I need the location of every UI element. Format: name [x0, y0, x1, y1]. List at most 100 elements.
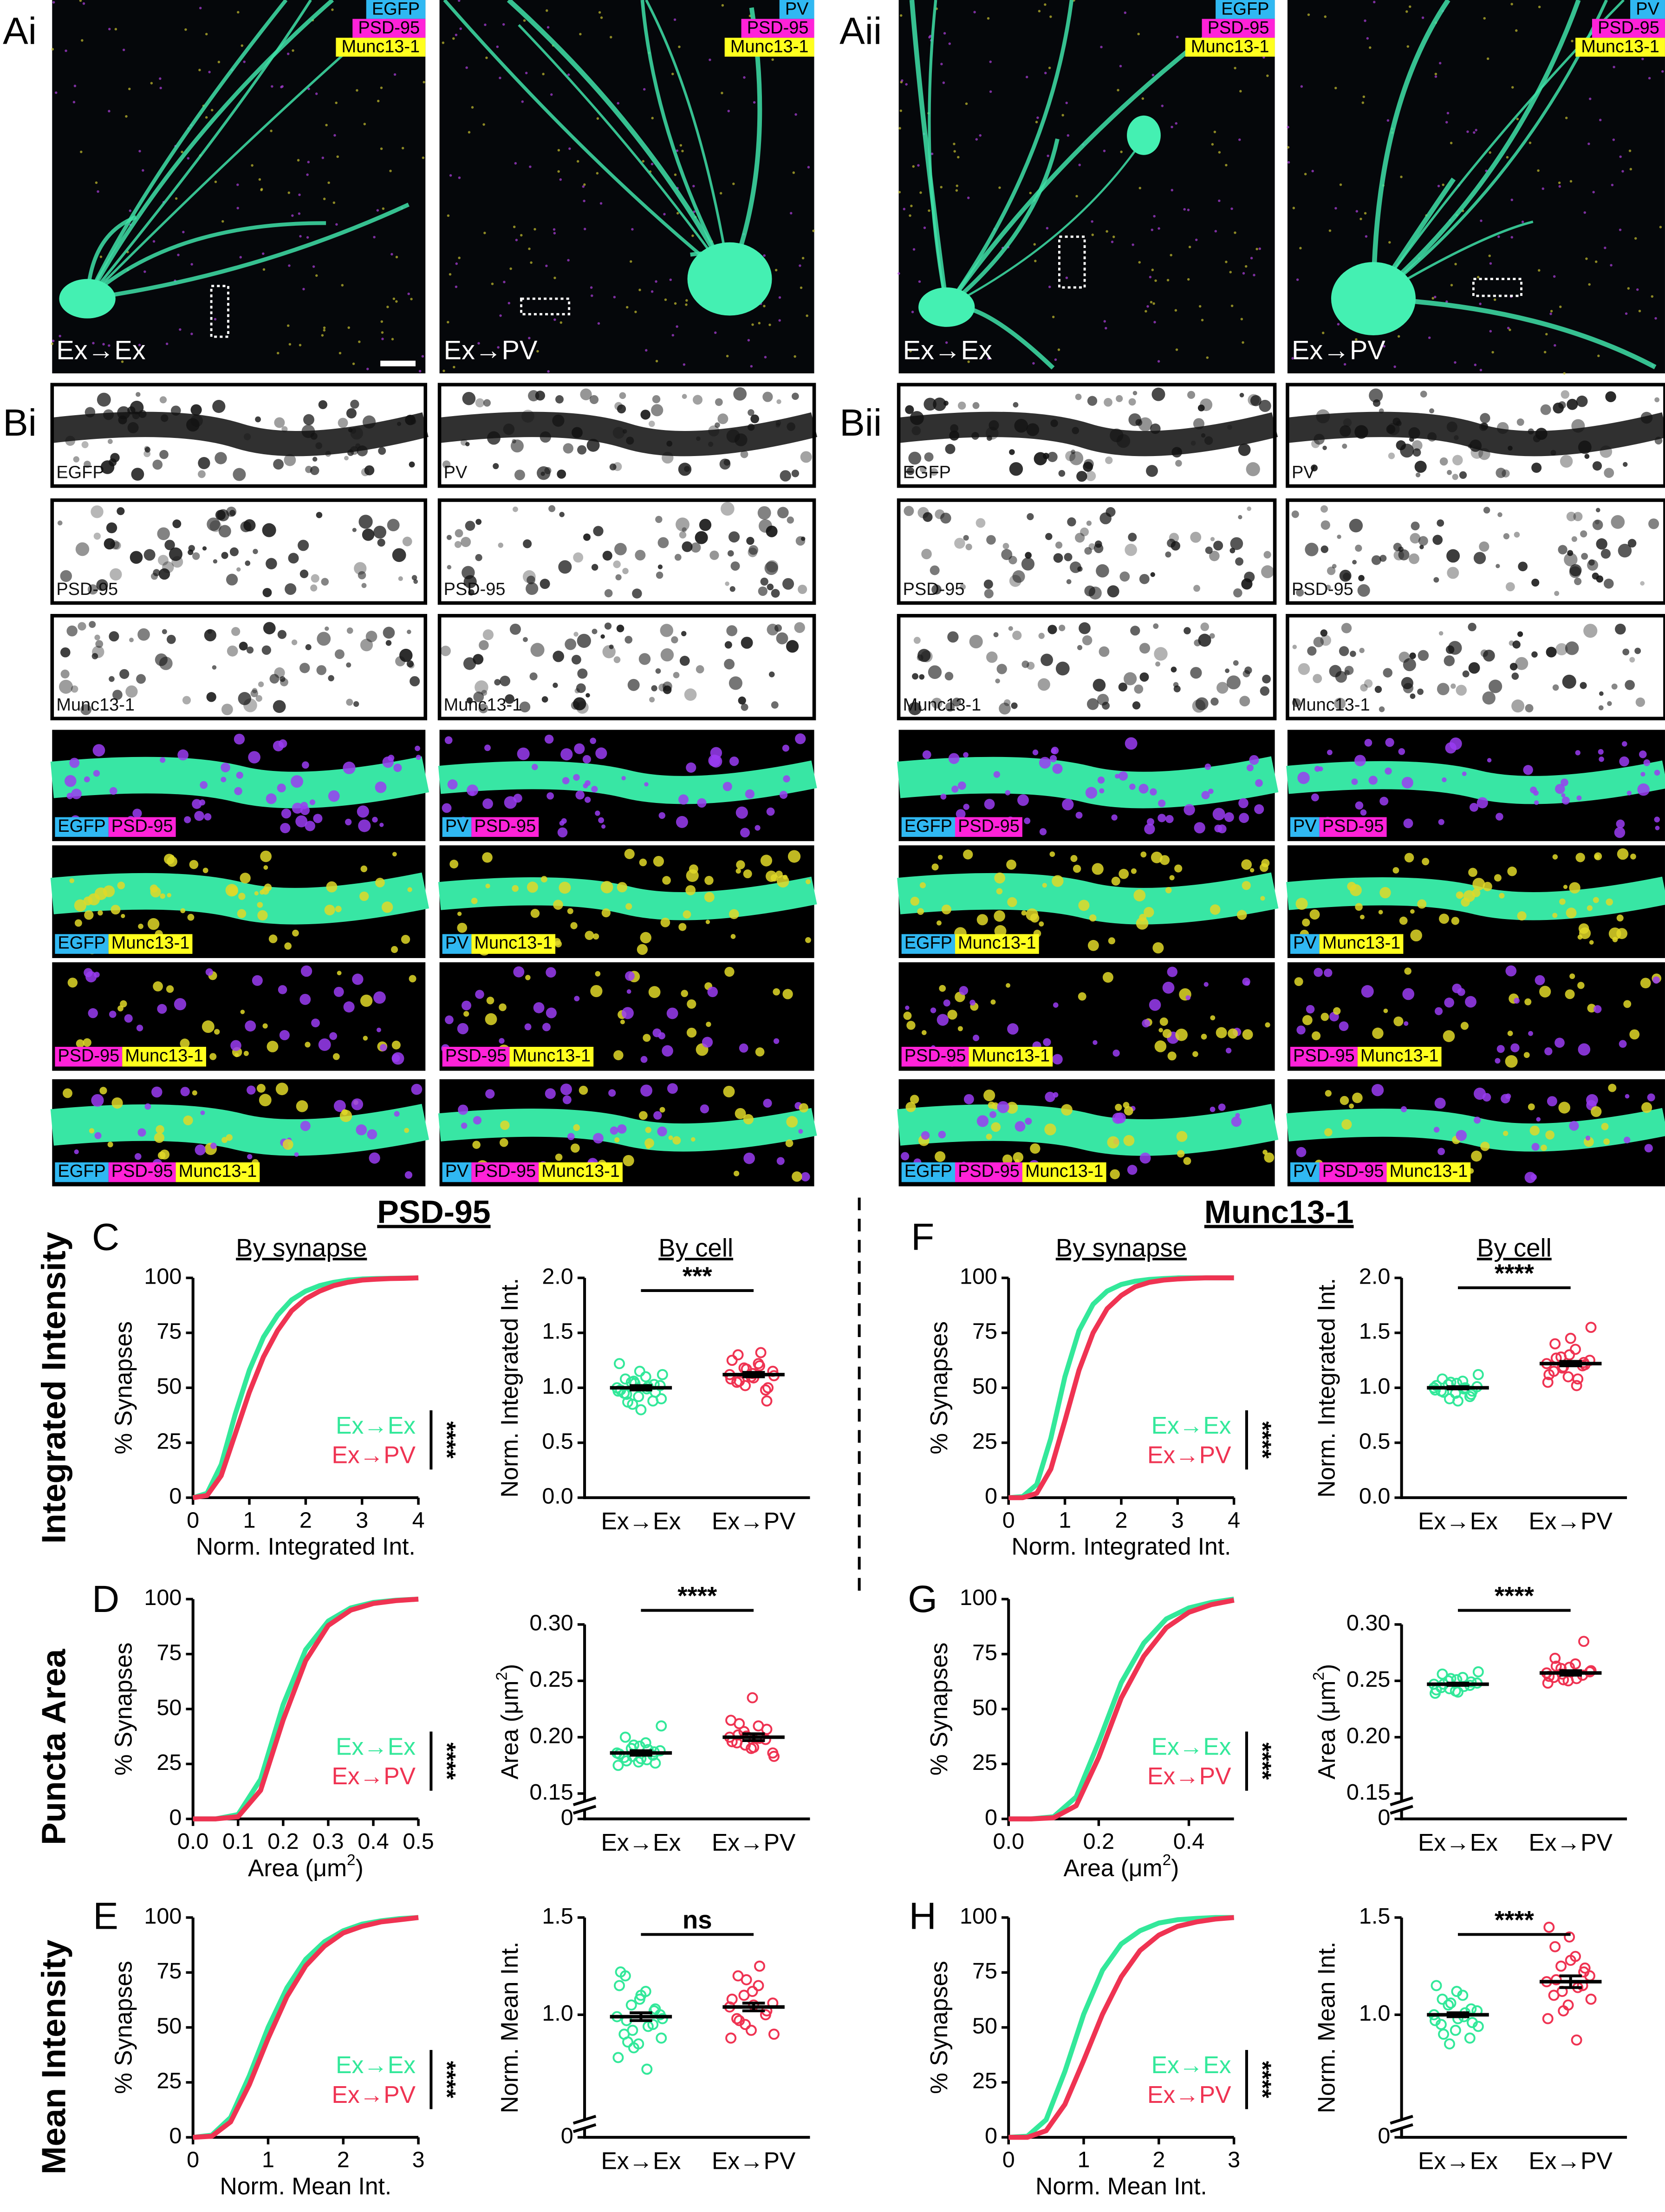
punctum	[1131, 868, 1137, 874]
y-tick-label: 75	[972, 1640, 997, 1665]
channel-label: PV	[444, 463, 468, 482]
channel-label: Munc13-1	[1025, 1161, 1104, 1181]
y-tick-label: 1.0	[542, 2001, 573, 2026]
punctum	[180, 1038, 190, 1049]
punctum	[1149, 999, 1161, 1011]
punctum	[1021, 910, 1027, 916]
punctum	[529, 672, 538, 681]
speckle	[1400, 176, 1403, 178]
dendrite-band	[50, 872, 429, 925]
channel-label: PSD-95	[1322, 1161, 1384, 1181]
sem-bar	[1559, 1974, 1582, 1989]
punctum	[950, 424, 959, 433]
punctum	[1403, 818, 1413, 829]
punctum	[991, 1102, 999, 1110]
punctum	[1469, 439, 1482, 452]
punctum	[792, 392, 799, 400]
punctum	[1417, 688, 1424, 695]
punctum	[373, 991, 386, 1004]
punctum	[994, 910, 1005, 922]
punctum	[1509, 663, 1518, 671]
punctum	[190, 404, 202, 416]
punctum	[1360, 809, 1367, 816]
punctum	[1012, 631, 1022, 640]
punctum	[1578, 923, 1589, 934]
dendrite	[85, 0, 288, 300]
punctum	[382, 756, 394, 768]
punctum	[1473, 1116, 1481, 1124]
punctum	[923, 512, 933, 522]
punctum	[311, 574, 319, 583]
punctum	[1361, 985, 1374, 998]
punctum	[1507, 1031, 1513, 1036]
micrograph-crop: PV Munc13-1	[438, 845, 817, 958]
punctum	[245, 560, 251, 566]
punctum	[74, 899, 87, 912]
punctum	[402, 536, 412, 547]
punctum	[1524, 1172, 1536, 1183]
speckle	[1489, 151, 1491, 154]
punctum	[1292, 698, 1301, 707]
speckle	[1409, 5, 1411, 8]
punctum	[1314, 766, 1320, 772]
data-point	[1543, 1369, 1555, 1380]
data-point	[628, 2042, 639, 2054]
speckle	[271, 85, 273, 88]
punctum	[1242, 1029, 1253, 1040]
punctum	[972, 402, 980, 409]
punctum	[1465, 996, 1476, 1008]
speckle	[1061, 114, 1064, 117]
punctum	[984, 589, 994, 599]
axis-label-part: )	[1313, 1664, 1340, 1672]
punctum	[153, 569, 160, 576]
punctum	[1496, 813, 1503, 821]
punctum	[1355, 903, 1363, 911]
speckle	[335, 223, 338, 226]
speckle	[307, 87, 310, 91]
punctum	[309, 799, 316, 805]
punctum	[69, 878, 74, 883]
punctum	[1601, 1122, 1609, 1130]
punctum	[1452, 984, 1462, 993]
scale-bar	[380, 360, 416, 366]
punctum	[1564, 553, 1578, 567]
punctum	[463, 657, 476, 670]
speckle	[211, 109, 214, 111]
punctum	[806, 879, 811, 884]
speckle	[910, 204, 913, 208]
speckle	[1137, 33, 1140, 35]
punctum	[391, 946, 398, 953]
data-point	[754, 1360, 765, 1371]
speckle	[899, 14, 903, 17]
punctum	[1640, 978, 1651, 989]
speckle	[514, 162, 517, 165]
speckle	[1475, 129, 1477, 131]
frame	[437, 613, 816, 721]
punctum	[976, 518, 986, 528]
punctum	[188, 549, 194, 555]
punctum	[622, 429, 627, 434]
speckle	[468, 131, 471, 134]
punctum	[943, 999, 950, 1007]
punctum	[206, 692, 216, 702]
punctum	[579, 1085, 588, 1095]
punctum	[1150, 788, 1157, 796]
speckle	[1479, 302, 1482, 306]
punctum	[1598, 749, 1604, 755]
data-point	[615, 1384, 626, 1396]
punctum	[160, 893, 165, 899]
punctum	[94, 887, 107, 900]
punctum	[1415, 472, 1421, 477]
speckle	[911, 310, 914, 313]
punctum	[1619, 1040, 1627, 1048]
channel-tag	[352, 19, 426, 38]
punctum	[976, 1115, 989, 1127]
speckle	[793, 355, 796, 358]
punctum	[1561, 796, 1570, 805]
punctum	[1561, 390, 1570, 399]
punctum	[1193, 585, 1200, 592]
punctum	[1201, 1033, 1207, 1040]
axis-break	[1390, 1805, 1413, 1815]
speckle	[306, 236, 309, 239]
speckle	[393, 73, 397, 76]
